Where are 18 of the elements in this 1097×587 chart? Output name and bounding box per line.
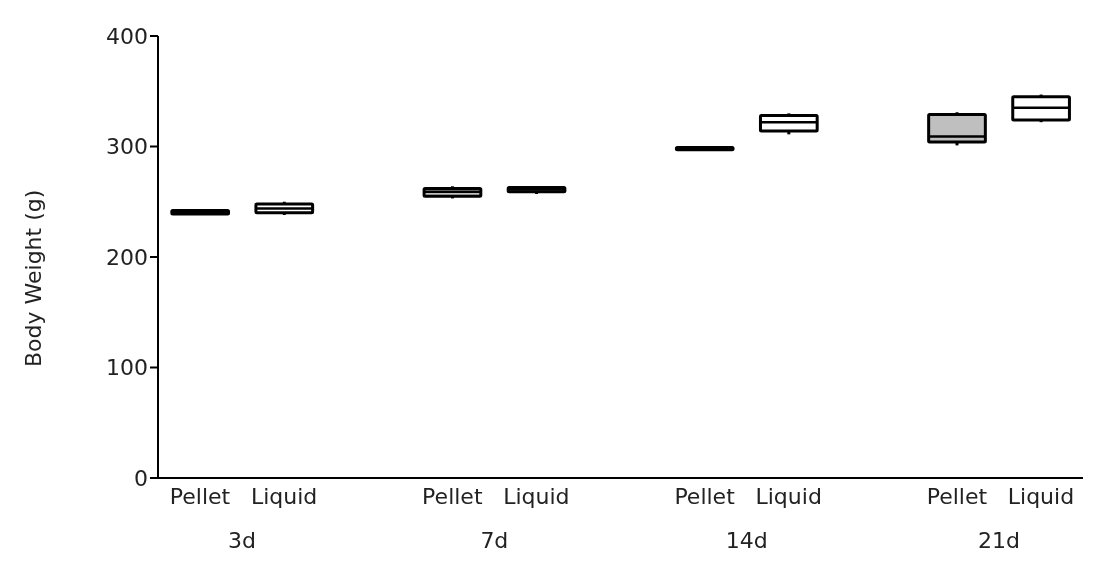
text: 14d <box>725 528 768 553</box>
text: 7d <box>480 528 509 553</box>
text: 21d <box>977 528 1020 553</box>
x-tick-label: Liquid <box>250 484 318 509</box>
x-tick-label: Liquid <box>503 484 570 509</box>
text: 3d <box>228 528 257 553</box>
y-tick-label: 200 <box>106 244 148 270</box>
y-tick-label: 300 <box>106 134 148 160</box>
x-tick-label: Pellet <box>169 484 231 509</box>
x-tick-label: Liquid <box>755 484 822 509</box>
y-tick-label: 100 <box>106 355 148 381</box>
x-tick-label: Pellet <box>422 484 483 509</box>
y-axis-title: Body Weight (g) <box>20 189 46 367</box>
x-tick-label: Pellet <box>926 484 988 509</box>
x-tick-label: Pellet <box>674 484 736 509</box>
x-tick-label: Liquid <box>1007 484 1075 509</box>
y-tick-label: 400 <box>106 23 148 49</box>
y-tick-label: 0 <box>134 465 148 491</box>
